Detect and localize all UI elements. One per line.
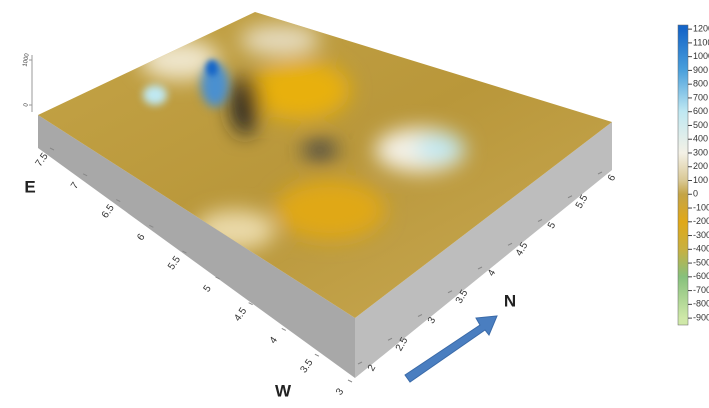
colorbar-tick-label: -600 xyxy=(693,271,709,281)
x-tick xyxy=(248,302,253,306)
z-tick-label: 0 xyxy=(23,102,30,107)
colorbar-tick-label: -900 xyxy=(693,312,709,322)
x-axis-label: E xyxy=(24,177,35,196)
x-tick xyxy=(182,250,187,254)
colorbar-tick-label: 1100 xyxy=(693,37,709,47)
x-tick xyxy=(347,379,353,383)
colorbar-tick-label: 0 xyxy=(693,189,698,199)
x-tick-label: 6 xyxy=(135,232,147,243)
x-tick-label: 3.5 xyxy=(299,357,316,375)
y-tick xyxy=(417,314,423,317)
colorbar-tick-label: 300 xyxy=(693,147,708,157)
colorbar xyxy=(677,24,689,326)
x-tick xyxy=(49,147,55,151)
y-tick xyxy=(537,219,543,222)
colorbar-tick-label: 1000 xyxy=(693,51,709,61)
y-tick-label: 6 xyxy=(606,173,619,184)
peak xyxy=(143,85,167,105)
y-tick xyxy=(567,195,573,199)
colorbar-tick-label: -500 xyxy=(693,257,709,267)
y-tick-label: 3 xyxy=(426,315,439,326)
colorbar-tick-label: -300 xyxy=(693,230,709,240)
y-tick xyxy=(387,337,393,341)
colorbar-tick-label: 200 xyxy=(693,161,708,171)
x-tick-label: 3 xyxy=(334,386,346,397)
y-tick xyxy=(597,171,603,175)
y-tick xyxy=(447,290,453,294)
colorbar-tick-label: 800 xyxy=(693,79,708,89)
z-tick-label: 1000 xyxy=(22,52,30,67)
x-tick xyxy=(115,199,121,203)
y-tick-label: 5 xyxy=(546,220,559,231)
x-tick-label: 4.5 xyxy=(232,306,249,324)
colorbar-tick-label: 900 xyxy=(693,65,708,75)
x-tick xyxy=(314,353,320,357)
x-tick-label: 6.5 xyxy=(100,202,117,220)
surface-shading xyxy=(140,25,465,250)
colorbar-tick-label: -800 xyxy=(693,299,709,309)
x-axis-label: W xyxy=(275,381,292,400)
y-tick-label: 4 xyxy=(486,268,499,279)
y-axis-label: N xyxy=(504,291,516,310)
left-face xyxy=(38,115,355,378)
y-tick xyxy=(477,266,483,270)
colorbar-tick-label: -700 xyxy=(693,285,709,295)
colorbar-tick-label: 500 xyxy=(693,120,708,130)
surface xyxy=(38,12,612,318)
x-tick-label: 5 xyxy=(202,283,214,294)
y-tick-label: 2 xyxy=(366,363,379,374)
peak xyxy=(201,63,229,107)
x-tick-label: 7 xyxy=(69,180,81,191)
x-tick xyxy=(215,276,220,280)
surface-block xyxy=(38,12,612,378)
x-tick xyxy=(281,327,287,331)
colorbar-tick-label: 400 xyxy=(693,134,708,144)
x-tick xyxy=(149,224,154,228)
colorbar-tick-label: 100 xyxy=(693,175,708,185)
y-tick xyxy=(357,361,363,365)
colorbar-tick-label: -400 xyxy=(693,244,709,254)
right-face xyxy=(355,122,612,378)
colorbar-tick-label: -200 xyxy=(693,216,709,226)
north-arrow xyxy=(404,315,498,383)
colorbar-tick-label: 1200 xyxy=(693,24,709,34)
x-tick-label: 5.5 xyxy=(166,254,183,272)
x-tick-label: 4 xyxy=(268,335,280,346)
y-tick xyxy=(507,242,513,246)
colorbar-tick-label: 600 xyxy=(693,106,708,116)
x-tick xyxy=(82,173,88,177)
peak xyxy=(206,60,218,76)
colorbar-tick-label: 700 xyxy=(693,92,708,102)
colorbar-tick-label: -100 xyxy=(693,202,709,212)
